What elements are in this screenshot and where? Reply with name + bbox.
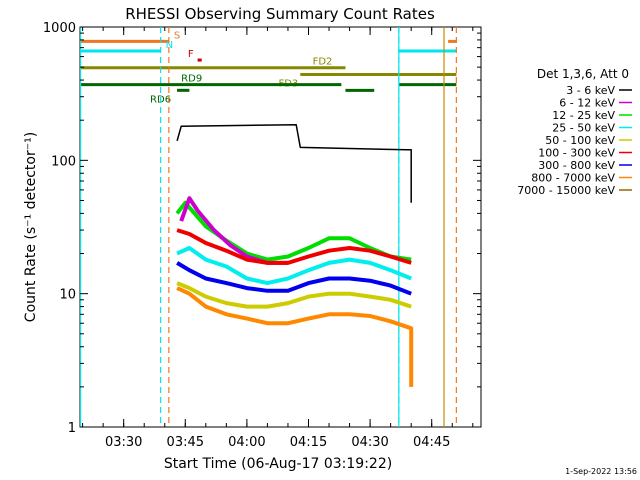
y-axis-label: Count Rate (s⁻¹ detector⁻¹): [23, 132, 39, 322]
footer-stamp: 1-Sep-2022 13:56: [565, 467, 637, 476]
legend-label: 100 - 300 keV: [538, 147, 615, 160]
flag-bar-label: F: [188, 49, 194, 60]
x-tick-label: 03:45: [167, 435, 204, 450]
legend-label: 7000 - 15000 keV: [517, 184, 615, 197]
flag-bars: SNFFD2FD3RD9RD6: [80, 30, 457, 105]
y-axis: 1 10 100 1000: [43, 21, 481, 436]
series-line: [176, 261, 412, 296]
flag-bar-label: S: [174, 30, 180, 41]
y-tick-label: 1000: [43, 21, 76, 36]
flag-bar-label: N: [166, 40, 173, 51]
legend-label: 800 - 7000 keV: [531, 172, 615, 185]
legend-title: Det 1,3,6, Att 0: [537, 67, 629, 81]
x-tick-label: 04:00: [228, 435, 265, 450]
y-tick-label: 10: [59, 288, 76, 303]
x-axis: 03:30 03:45 04:00 04:15 04:30 04:45: [82, 27, 474, 450]
flag-bar-label: FD2: [313, 57, 333, 68]
legend-label: 3 - 6 keV: [566, 84, 615, 97]
legend-label: 12 - 25 keV: [552, 109, 615, 122]
x-tick-label: 04:30: [351, 435, 388, 450]
x-axis-label: Start Time (06-Aug-17 03:19:22): [164, 456, 392, 472]
x-tick-label: 03:30: [105, 435, 142, 450]
legend-label: 50 - 100 keV: [545, 134, 615, 147]
x-tick-label: 04:45: [413, 435, 450, 450]
y-tick-label: 100: [51, 154, 76, 169]
chart-title: RHESSI Observing Summary Count Rates: [125, 5, 435, 23]
series-line: [176, 123, 412, 203]
legend-label: 6 - 12 keV: [559, 97, 615, 110]
series-line: [176, 281, 412, 309]
flag-bar-label: RD9: [181, 74, 202, 85]
series-line: [176, 286, 414, 387]
legend-label: 300 - 800 keV: [538, 159, 615, 172]
series-group: [175, 123, 414, 387]
y-tick-label: 1: [68, 421, 76, 436]
vertical-markers: [79, 27, 457, 427]
series-line: [175, 200, 412, 262]
legend-label: 25 - 50 keV: [552, 122, 615, 135]
series-line: [176, 228, 412, 265]
series-line: [176, 246, 412, 286]
x-tick-label: 04:15: [290, 435, 327, 450]
